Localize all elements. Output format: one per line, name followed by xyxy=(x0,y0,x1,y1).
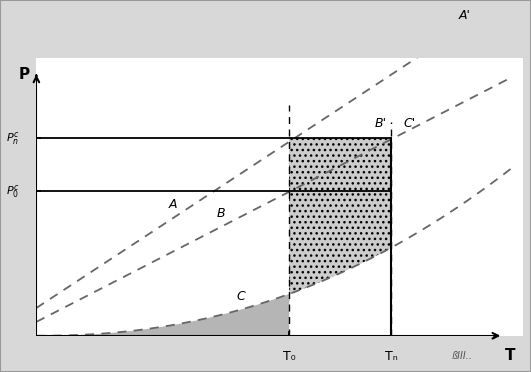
Text: B': B' xyxy=(375,117,387,130)
Text: A: A xyxy=(168,199,177,211)
Text: $P_0^c$: $P_0^c$ xyxy=(6,183,19,200)
Text: T₀: T₀ xyxy=(283,350,296,363)
Text: T: T xyxy=(506,348,516,363)
Text: $P_n^c$: $P_n^c$ xyxy=(6,130,19,147)
Text: ßIII..: ßIII.. xyxy=(451,351,473,361)
Text: B: B xyxy=(217,207,226,220)
Text: P: P xyxy=(19,67,30,82)
Text: C': C' xyxy=(404,117,416,130)
Text: C: C xyxy=(236,290,245,303)
Text: A': A' xyxy=(458,9,470,22)
Text: Tₙ: Tₙ xyxy=(385,350,398,363)
